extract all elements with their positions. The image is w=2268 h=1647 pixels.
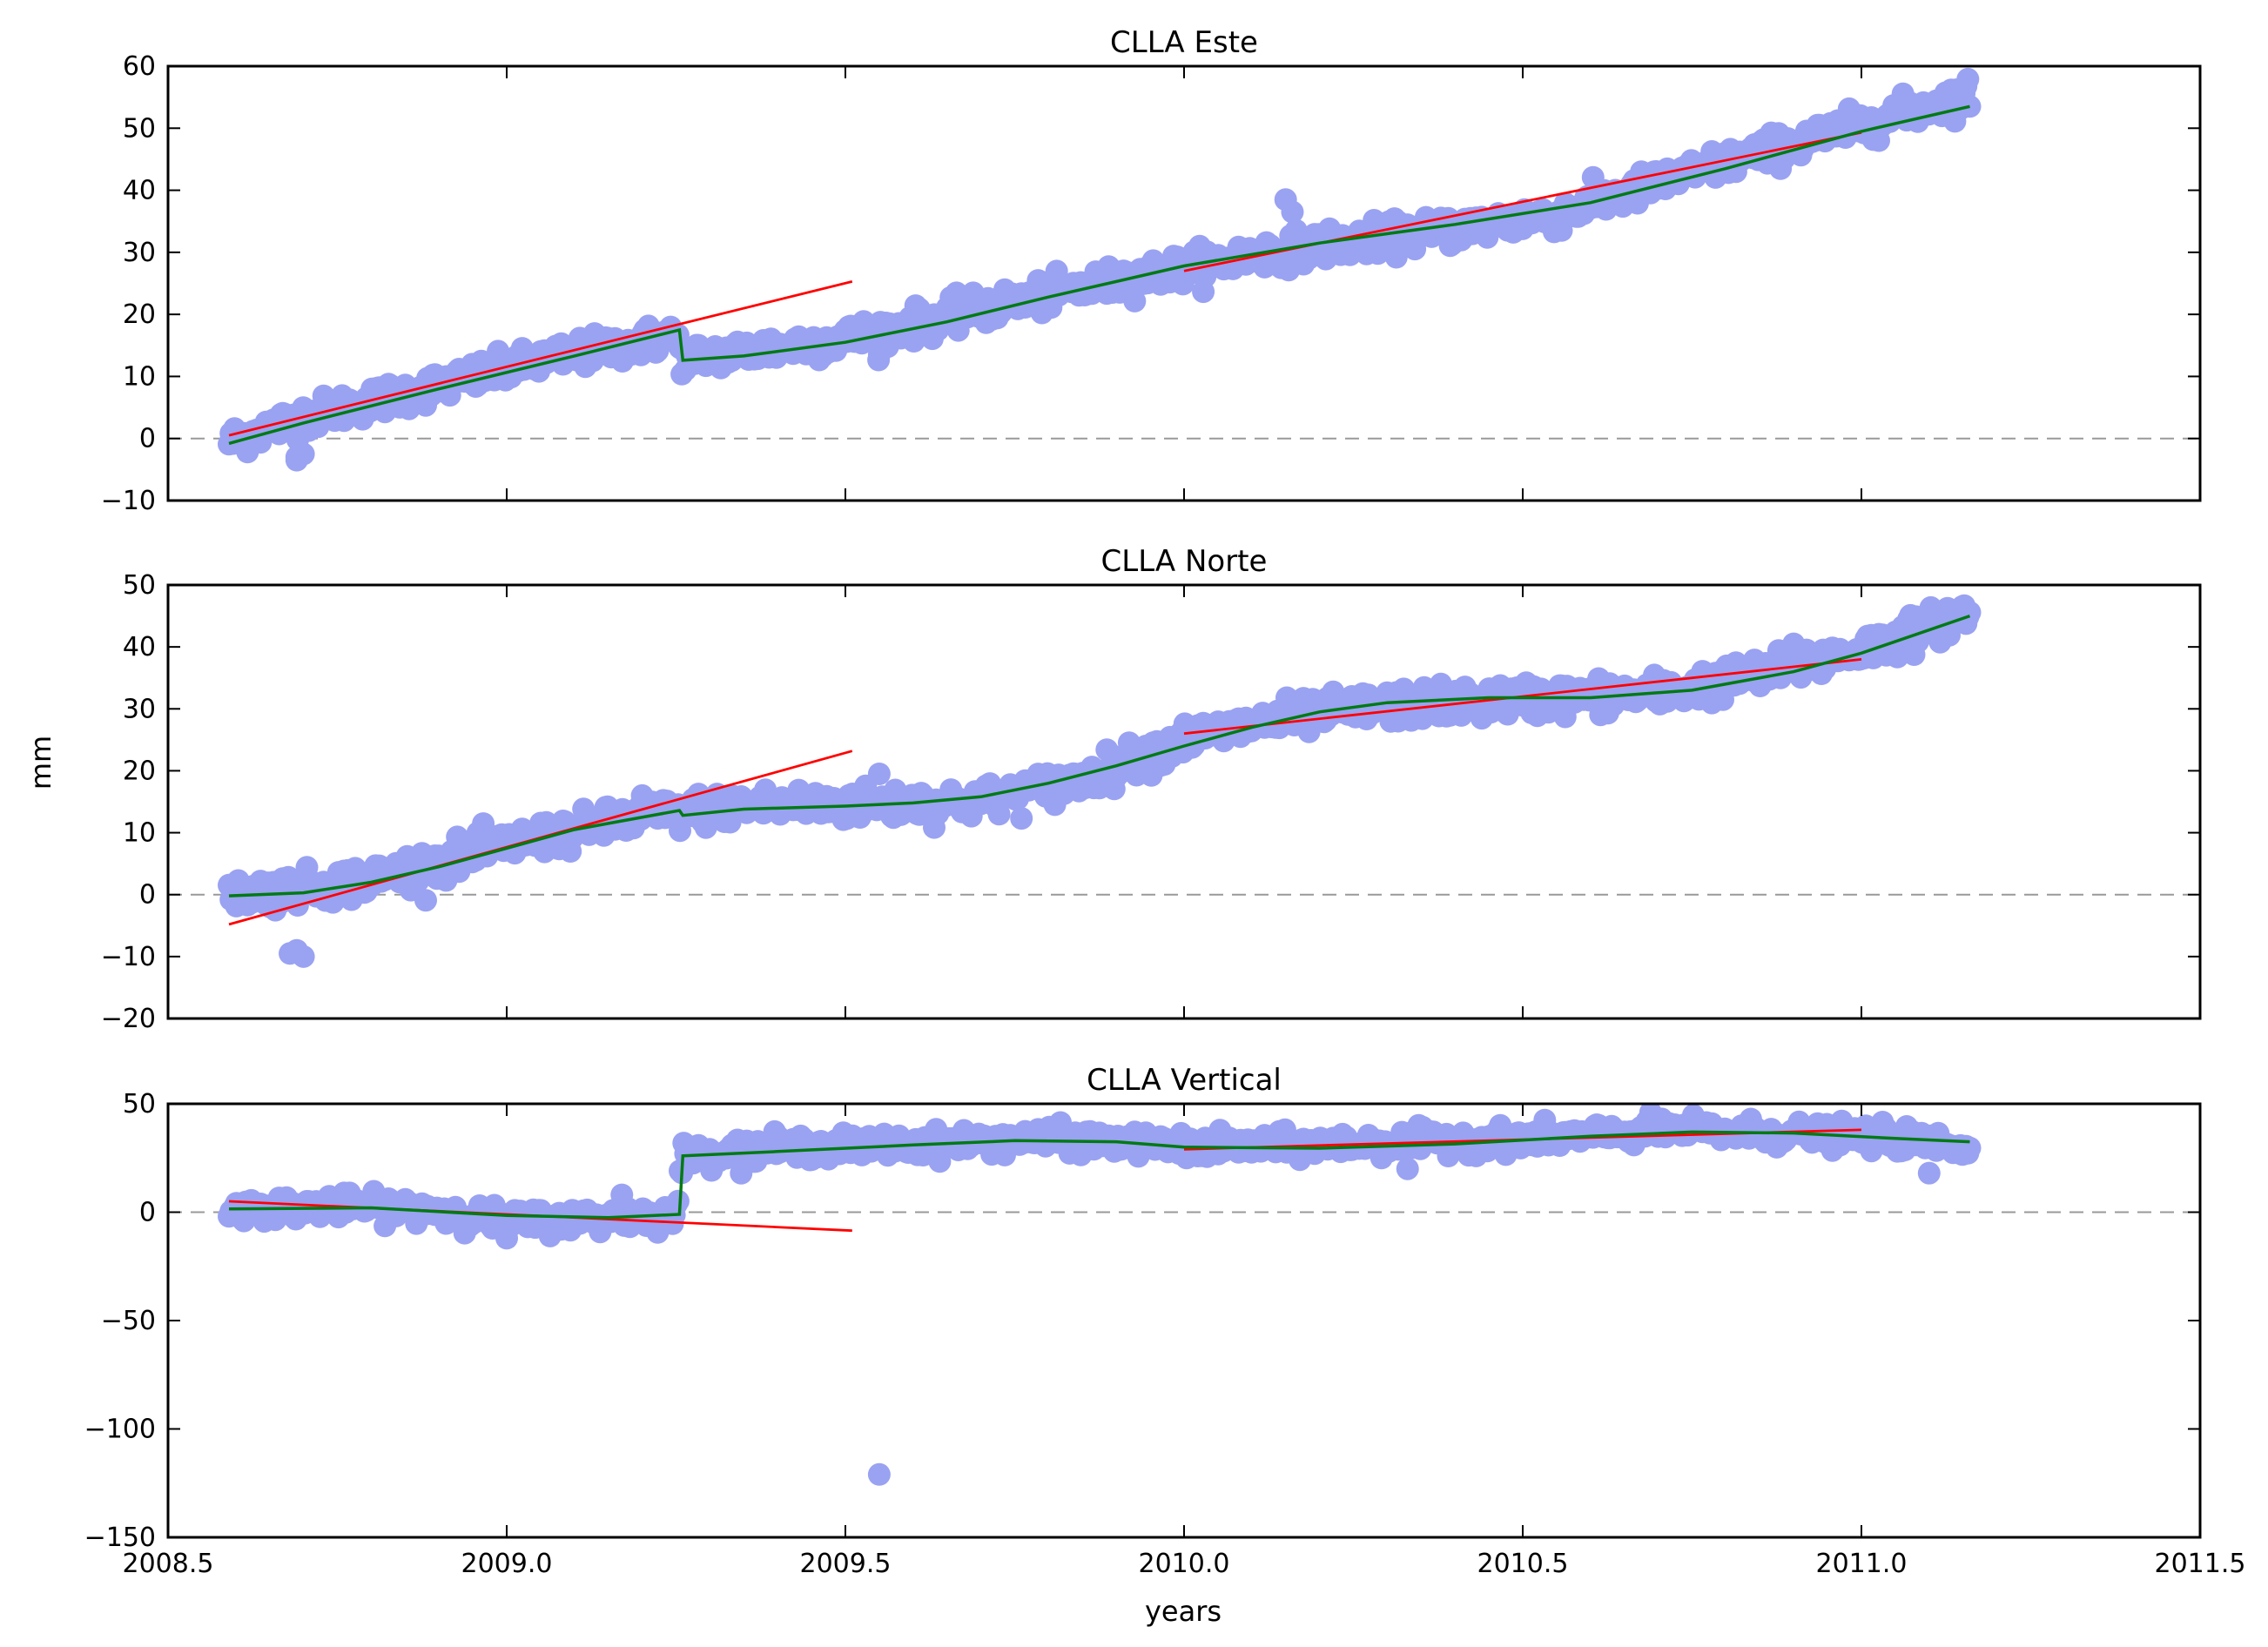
y-tick-label: −150 <box>84 1523 156 1553</box>
x-tick-label: 2011.0 <box>1816 1549 1908 1579</box>
outlier-point <box>867 762 891 785</box>
smooth-fit-line <box>228 614 1971 897</box>
y-tick-label: −10 <box>101 942 156 972</box>
y-tick-label: 40 <box>123 176 156 206</box>
outlier-point <box>285 446 308 469</box>
observation-points <box>218 1104 1982 1486</box>
outlier-point <box>630 783 654 807</box>
plot-area <box>168 594 2200 968</box>
observation-point <box>1958 601 1982 624</box>
panel-1: −10 0 10 20 30 40 50 60 CLLA Este <box>101 25 2202 516</box>
y-tick-label: 50 <box>123 113 156 144</box>
plot-area <box>168 1104 2200 1486</box>
observation-point <box>666 1189 690 1213</box>
outlier-point <box>610 1183 634 1207</box>
smooth-fit-line <box>228 104 1970 446</box>
linear-fit-line <box>228 280 853 437</box>
y-tick-label: 20 <box>123 756 156 786</box>
outlier-point <box>1917 1161 1941 1185</box>
y-tick-label: 40 <box>123 632 156 662</box>
observation-points <box>218 594 1982 968</box>
y-axis-label: mm <box>24 736 57 790</box>
y-tick-label: 50 <box>123 570 156 601</box>
smooth-fit-line <box>228 1130 1970 1220</box>
panel-3: −150 −100 −50 0 50 2008.5 2009.0 2009.5 2010.0 20… <box>84 1063 2246 1579</box>
y-tick-label: 30 <box>123 694 156 724</box>
x-tick-label: 2010.0 <box>1139 1549 1230 1579</box>
y-tick-label: −20 <box>101 1004 156 1034</box>
outlier-point <box>1396 1157 1419 1180</box>
outlier-point <box>495 1227 518 1250</box>
outlier-point <box>1782 632 1806 655</box>
observation-point <box>472 812 495 836</box>
y-tick-label: 0 <box>139 424 156 454</box>
y-tick-label: −100 <box>84 1415 156 1445</box>
panel-2: −20 −10 0 10 20 30 40 50 CLLA Norte <box>101 544 2202 1034</box>
y-tick-label: 0 <box>139 1198 156 1228</box>
y-tick-label: 30 <box>123 238 156 268</box>
panel-title: CLLA Este <box>1110 25 1258 60</box>
observation-point <box>1123 289 1147 313</box>
y-tick-label: 20 <box>123 299 156 330</box>
outlier-point <box>867 343 891 366</box>
outlier-point <box>1281 200 1304 224</box>
plot-area <box>168 67 2200 472</box>
outlier-point <box>867 1462 891 1486</box>
observation-point <box>1403 238 1427 261</box>
observation-point <box>1010 807 1033 830</box>
y-tick-label: 0 <box>139 880 156 911</box>
y-tick-label: −10 <box>101 486 156 516</box>
x-tick-label: 2011.5 <box>2155 1549 2246 1579</box>
outlier-point <box>279 942 302 965</box>
x-tick-label: 2010.5 <box>1477 1549 1569 1579</box>
y-tick-label: −50 <box>101 1306 156 1336</box>
y-tick-label: 10 <box>123 361 156 392</box>
observation-point <box>1956 67 1980 91</box>
observation-points <box>218 67 1982 472</box>
panel-title: CLLA Vertical <box>1087 1063 1282 1098</box>
panel-title: CLLA Norte <box>1101 544 1268 579</box>
observation-point <box>414 889 437 912</box>
x-tick-label: 2009.0 <box>461 1549 553 1579</box>
x-axis-label: years <box>1145 1595 1221 1628</box>
y-tick-label: 60 <box>123 51 156 82</box>
y-tick-label: 10 <box>123 818 156 849</box>
x-tick-label: 2009.5 <box>800 1549 892 1579</box>
x-tick-label: 2008.5 <box>123 1549 214 1579</box>
y-tick-label: 50 <box>123 1089 156 1119</box>
